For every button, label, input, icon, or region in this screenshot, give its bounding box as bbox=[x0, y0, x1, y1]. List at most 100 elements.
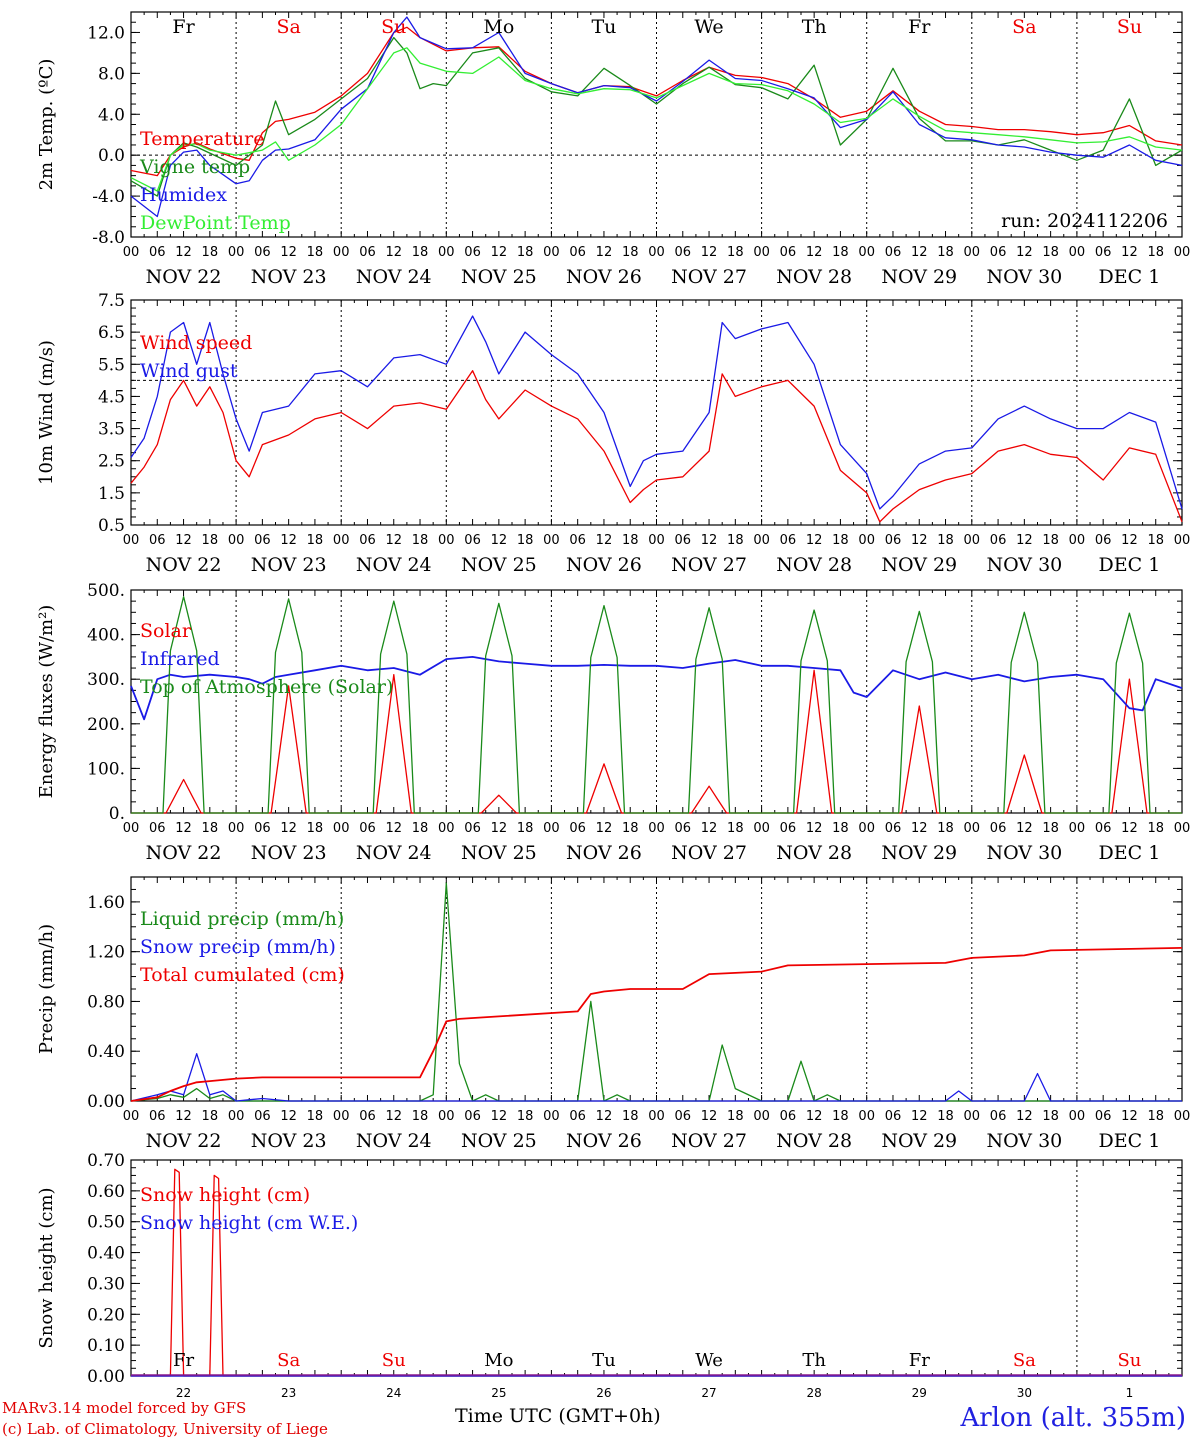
hour-label: 00 bbox=[964, 533, 981, 548]
hour-label: 00 bbox=[438, 245, 455, 260]
hour-label: 12 bbox=[385, 533, 402, 548]
y-tick-label: 0.10 bbox=[87, 1336, 125, 1356]
date-label: NOV 30 bbox=[986, 554, 1062, 576]
date-label: DEC 1 bbox=[1099, 554, 1161, 576]
date-label: NOV 29 bbox=[881, 554, 957, 576]
hour-label: 12 bbox=[596, 245, 613, 260]
hour-label: 06 bbox=[990, 821, 1007, 836]
date-label: NOV 29 bbox=[881, 266, 957, 288]
hour-label: 00 bbox=[228, 533, 245, 548]
y-tick-label: 0.80 bbox=[87, 992, 125, 1012]
y-tick-label: 500. bbox=[87, 581, 125, 601]
series-line-wind-gust bbox=[130, 315, 1183, 510]
hour-label: 12 bbox=[280, 245, 297, 260]
date-label: NOV 22 bbox=[146, 1130, 222, 1152]
series-line-total-cumulated-cm- bbox=[130, 947, 1183, 1102]
date-label: NOV 30 bbox=[986, 1130, 1062, 1152]
date-label: NOV 28 bbox=[776, 554, 852, 576]
legend-entry: Snow precip (mm/h) bbox=[140, 936, 336, 958]
date-label: NOV 29 bbox=[881, 1130, 957, 1152]
hour-label: 00 bbox=[648, 533, 665, 548]
y-tick-label: 1.20 bbox=[87, 943, 125, 963]
day-name-top: Su bbox=[1117, 16, 1142, 38]
hour-label: 06 bbox=[569, 821, 586, 836]
hour-label: 00 bbox=[438, 821, 455, 836]
hour-label: 00 bbox=[753, 1109, 770, 1124]
date-label: NOV 23 bbox=[251, 1130, 327, 1152]
hour-label: 06 bbox=[1095, 1109, 1112, 1124]
y-tick-label: 2.5 bbox=[98, 452, 125, 472]
hour-label: 18 bbox=[517, 533, 534, 548]
series-line-dewpoint-temp bbox=[130, 47, 1183, 192]
hour-label: 12 bbox=[596, 821, 613, 836]
hour-label: 06 bbox=[254, 1109, 271, 1124]
hour-label: 06 bbox=[1095, 533, 1112, 548]
hour-label: 12 bbox=[1016, 533, 1033, 548]
hour-label: 06 bbox=[1095, 245, 1112, 260]
day-name-top: Sa bbox=[276, 16, 300, 38]
hour-label: 06 bbox=[885, 245, 902, 260]
day-name-bottom: Tu bbox=[592, 1350, 616, 1371]
hour-label: 12 bbox=[175, 1109, 192, 1124]
series-line-snow-precip-mm-h- bbox=[130, 1053, 1182, 1102]
series-line-humidex bbox=[130, 16, 1183, 218]
model-credit: MARv3.14 model forced by GFS bbox=[2, 1399, 247, 1417]
hour-label: 00 bbox=[123, 245, 140, 260]
hour-label: 12 bbox=[1016, 245, 1033, 260]
hour-label: 06 bbox=[359, 1109, 376, 1124]
day-name-bottom: Sa bbox=[277, 1350, 300, 1371]
hour-label: 12 bbox=[1121, 1109, 1138, 1124]
hour-label: 12 bbox=[806, 1109, 823, 1124]
hour-label: 18 bbox=[832, 245, 849, 260]
y-tick-label: 0. bbox=[109, 804, 125, 824]
hour-label: 12 bbox=[911, 245, 928, 260]
y-tick-label: 0.50 bbox=[87, 1213, 125, 1233]
date-label: NOV 24 bbox=[356, 842, 432, 864]
hour-label: 18 bbox=[202, 1109, 219, 1124]
y-tick-label: 7.5 bbox=[98, 291, 125, 311]
date-label: NOV 27 bbox=[671, 554, 747, 576]
day-number-label: 26 bbox=[596, 1386, 611, 1400]
day-number-label: 29 bbox=[912, 1386, 927, 1400]
hour-label: 18 bbox=[412, 1109, 429, 1124]
hour-label: 06 bbox=[675, 821, 692, 836]
hour-label: 06 bbox=[990, 1109, 1007, 1124]
hour-label: 00 bbox=[964, 1109, 981, 1124]
panel-4: 0.00 0.40 0.80 1.20 1.60 Precip (mm/h) Liquid … bbox=[36, 876, 1191, 1152]
hour-label: 06 bbox=[990, 245, 1007, 260]
hour-label: 18 bbox=[1042, 245, 1059, 260]
y-tick-label: 1.60 bbox=[87, 893, 125, 913]
series-line-infrared bbox=[130, 656, 1183, 721]
hour-label: 00 bbox=[333, 245, 350, 260]
hour-label: 18 bbox=[1042, 1109, 1059, 1124]
hour-label: 00 bbox=[1174, 1109, 1191, 1124]
date-label: NOV 30 bbox=[986, 266, 1062, 288]
day-name-top: Sa bbox=[1012, 16, 1036, 38]
hour-label: 18 bbox=[517, 821, 534, 836]
legend-entry: Wind speed bbox=[140, 332, 252, 354]
day-name-top: Tu bbox=[591, 16, 616, 38]
hour-label: 18 bbox=[1147, 1109, 1164, 1124]
day-number-label: 22 bbox=[176, 1386, 191, 1400]
legend-entry: Humidex bbox=[140, 184, 227, 206]
hour-label: 00 bbox=[964, 245, 981, 260]
hour-label: 18 bbox=[412, 245, 429, 260]
hour-label: 00 bbox=[858, 533, 875, 548]
y-tick-label: 0.20 bbox=[87, 1305, 125, 1325]
hour-label: 06 bbox=[464, 245, 481, 260]
hour-label: 06 bbox=[990, 533, 1007, 548]
date-label: NOV 30 bbox=[986, 842, 1062, 864]
hour-label: 06 bbox=[149, 245, 166, 260]
day-name-top: We bbox=[694, 16, 723, 38]
hour-label: 12 bbox=[1121, 821, 1138, 836]
hour-label: 12 bbox=[385, 821, 402, 836]
hour-label: 00 bbox=[543, 533, 560, 548]
y-tick-label: 8.0 bbox=[98, 64, 125, 84]
hour-label: 12 bbox=[280, 1109, 297, 1124]
hour-label: 00 bbox=[543, 1109, 560, 1124]
series-line-wind-speed bbox=[130, 370, 1183, 523]
hour-label: 00 bbox=[648, 1109, 665, 1124]
day-name-bottom: Fr bbox=[909, 1350, 930, 1371]
date-label: NOV 27 bbox=[671, 266, 747, 288]
date-label: DEC 1 bbox=[1099, 266, 1161, 288]
